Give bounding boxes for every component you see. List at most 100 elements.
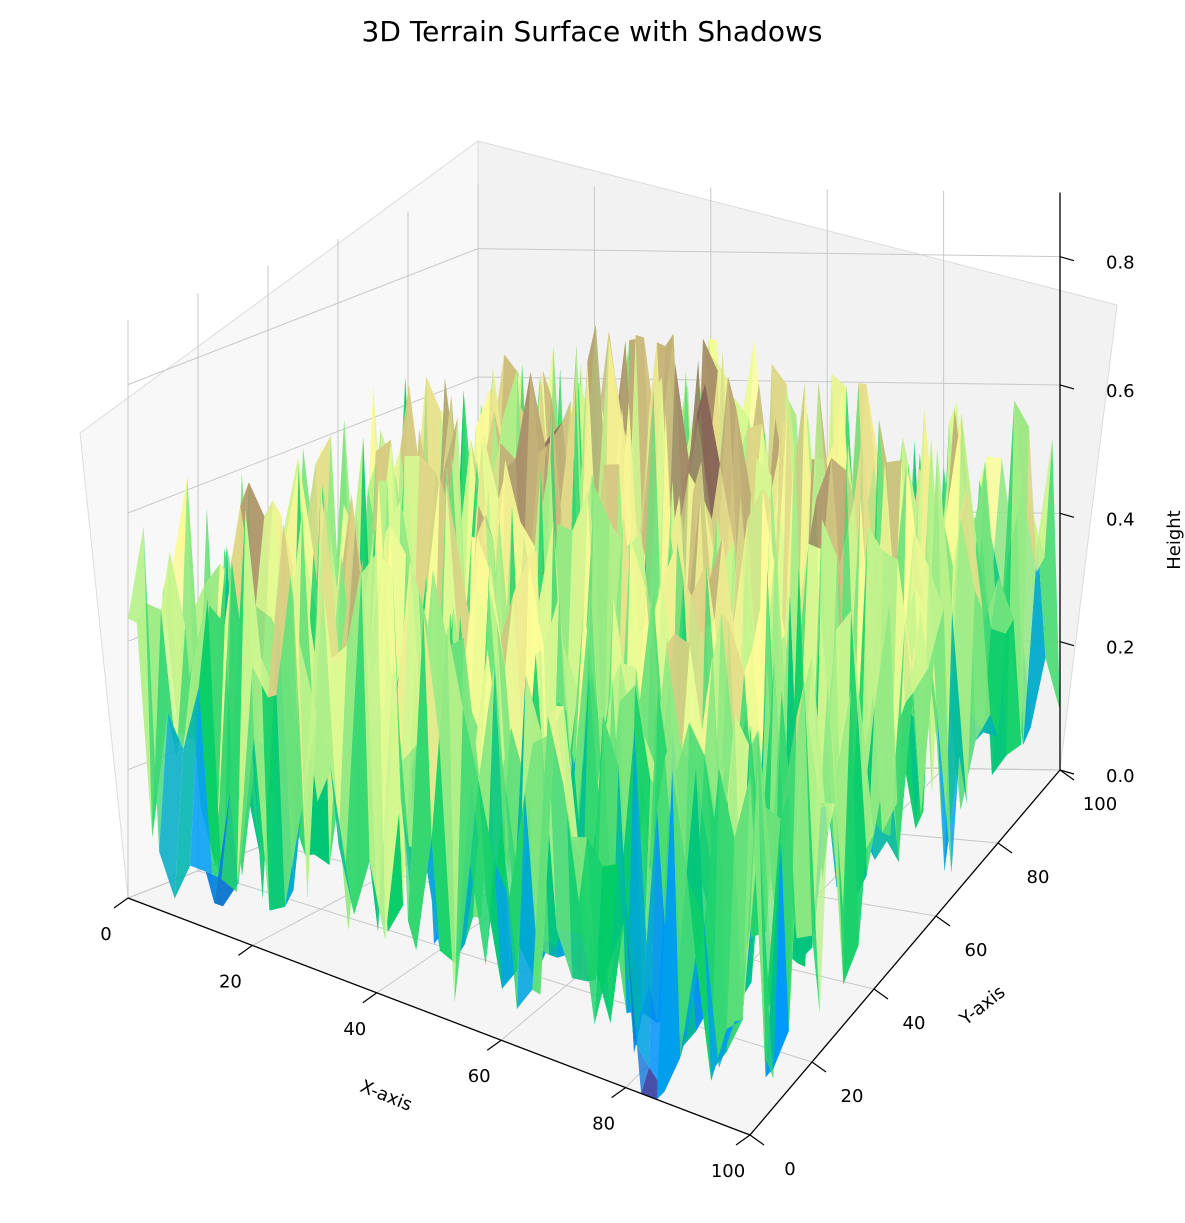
surface-facet xyxy=(260,655,285,911)
grid-line xyxy=(127,248,479,386)
surface-facet xyxy=(851,610,874,850)
surface-facet xyxy=(143,526,168,852)
surface-facet xyxy=(672,770,696,1058)
y-tick-label: 40 xyxy=(903,1013,926,1034)
surface-facet xyxy=(507,372,531,604)
y-axis-label: Y-axis xyxy=(955,982,1009,1031)
surface-facet xyxy=(407,611,432,951)
surface-facet xyxy=(489,561,514,669)
surface-facet xyxy=(742,763,766,1058)
surface-facet xyxy=(890,559,913,836)
z-tick-labels: 0.0 0.2 0.4 0.6 0.8 xyxy=(1059,253,1135,787)
surface-facet xyxy=(547,705,572,837)
surface-facet xyxy=(555,705,580,855)
surface-facet xyxy=(808,457,832,551)
surface-facet xyxy=(545,436,569,595)
surface-facet xyxy=(236,509,261,892)
surface-facet xyxy=(610,864,634,1041)
surface-facet xyxy=(750,382,774,507)
surface-facet xyxy=(542,456,566,832)
surface-facet xyxy=(554,559,578,757)
chart-title: 3D Terrain Surface with Shadows xyxy=(362,15,823,48)
x-tick-label: 100 xyxy=(711,1161,745,1182)
surface-facet xyxy=(945,483,968,824)
z-tick-mark xyxy=(1059,769,1075,775)
surface-facet xyxy=(423,611,448,837)
z-tick-mark xyxy=(1059,641,1075,647)
surface-facet xyxy=(548,706,573,978)
surface-facet xyxy=(563,784,587,903)
y-tick-mark xyxy=(811,1061,827,1073)
y-tick-mark xyxy=(935,915,951,927)
y-tick-mark xyxy=(1059,769,1075,781)
surface-facet xyxy=(161,551,186,756)
surface-facet xyxy=(323,589,347,846)
surface-facet xyxy=(788,682,812,939)
x-tick-label: 80 xyxy=(592,1114,615,1135)
surface-facet xyxy=(152,609,177,838)
surface-facet xyxy=(524,735,549,995)
z-tick-label: 0.0 xyxy=(1106,766,1135,787)
surface-facet xyxy=(520,557,544,861)
surface-facet xyxy=(416,836,440,951)
z-axis-label: Height xyxy=(1164,510,1185,570)
x-tick-mark xyxy=(113,897,129,909)
surface-facet xyxy=(905,611,929,703)
surface-facet xyxy=(211,545,236,722)
axes-lines xyxy=(127,192,1061,1136)
surface-facet xyxy=(276,563,301,907)
surface-facet xyxy=(493,858,518,989)
surface-facet xyxy=(255,516,280,878)
surface-facet xyxy=(183,599,208,750)
surface-facet xyxy=(454,708,479,1004)
y-tick-labels: 0 20 40 60 80 100 xyxy=(749,769,1117,1180)
surface-facet xyxy=(820,683,843,909)
surface-facet xyxy=(128,526,153,838)
surface-facet xyxy=(991,577,1014,634)
surface-facet xyxy=(347,528,371,676)
surface-facet xyxy=(726,776,750,1029)
surface-facet xyxy=(299,589,324,898)
x-tick-mark xyxy=(362,992,378,1004)
surface-facet xyxy=(470,779,494,966)
z-tick-label: 0.4 xyxy=(1106,509,1135,530)
surface-facet xyxy=(827,683,851,909)
surface-facet xyxy=(190,687,215,904)
y-tick-label: 0 xyxy=(784,1159,795,1180)
surface-facet xyxy=(944,611,967,872)
surface-facet xyxy=(532,705,556,995)
surface-facet xyxy=(198,599,223,907)
surface-facet xyxy=(345,573,370,915)
x-tick-label: 20 xyxy=(219,971,242,992)
surface-facet xyxy=(936,707,960,873)
surface-facet xyxy=(376,552,401,940)
x-tick-mark xyxy=(611,1087,626,1099)
surface-facet xyxy=(656,770,681,1100)
z-tick-label: 0.8 xyxy=(1106,253,1135,274)
y-tick-label: 60 xyxy=(965,940,988,961)
surface-facet xyxy=(696,384,720,520)
surface-facet xyxy=(176,626,201,808)
surface-facet xyxy=(254,617,279,911)
y-tick-label: 20 xyxy=(841,1086,864,1107)
surface-facet xyxy=(637,588,661,766)
surface-facet xyxy=(757,843,781,1079)
surface-facet xyxy=(370,480,394,746)
z-tick-mark xyxy=(1059,512,1075,518)
surface-facet xyxy=(579,837,603,1025)
surface-facet xyxy=(221,509,246,892)
surface-facet xyxy=(767,417,791,514)
surface-facet xyxy=(732,498,756,654)
y-axis-line xyxy=(749,769,1061,1136)
surface-facet xyxy=(338,560,363,915)
surface-facet xyxy=(635,667,660,795)
surface-facet xyxy=(205,793,230,904)
x-tick-labels: 0 20 40 60 80 100 xyxy=(100,897,751,1182)
surface-facet xyxy=(446,482,471,694)
surface-facet xyxy=(393,660,418,846)
surface-facet xyxy=(657,413,681,746)
surface-facet xyxy=(626,730,650,1013)
surface-facet xyxy=(471,661,495,899)
surface-facet xyxy=(758,659,782,951)
